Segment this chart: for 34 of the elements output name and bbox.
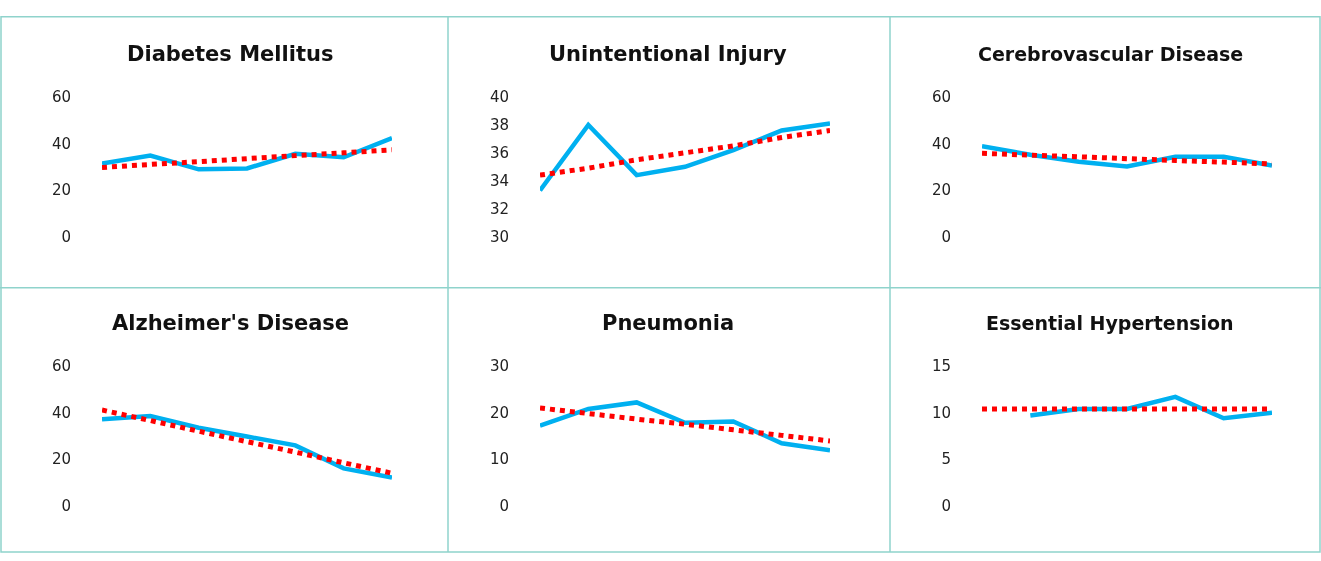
y-tick-label: 10 <box>931 403 951 422</box>
chart-title: Alzheimer's Disease <box>112 311 350 335</box>
chart-title: Diabetes Mellitus <box>127 42 334 66</box>
y-tick-label: 40 <box>931 134 951 153</box>
y-tick-label: 15 <box>931 357 951 376</box>
y-tick-label: 0 <box>499 496 509 515</box>
chart-title: Essential Hypertension <box>986 312 1234 334</box>
chart-title: Pneumonia <box>602 311 735 335</box>
y-tick-label: 0 <box>61 496 71 515</box>
y-tick-label: 60 <box>931 88 951 107</box>
line-series <box>540 121 830 193</box>
chart-title: Unintentional Injury <box>549 42 787 66</box>
y-tick-label: 10 <box>489 450 509 469</box>
y-tick-label: 20 <box>931 181 951 200</box>
y-tick-label: 30 <box>489 357 509 376</box>
y-tick-label: 5 <box>941 450 951 469</box>
y-tick-label: 20 <box>51 181 71 200</box>
y-tick-label: 60 <box>51 88 71 107</box>
y-tick-label: 34 <box>489 171 509 190</box>
y-tick-label: 0 <box>61 227 71 246</box>
y-tick-label: 38 <box>489 116 509 135</box>
y-tick-label: 20 <box>51 450 71 469</box>
y-tick-label: 40 <box>489 88 509 107</box>
y-tick-label: 0 <box>941 496 951 515</box>
y-tick-label: 40 <box>51 134 71 153</box>
y-tick-label: 40 <box>51 403 71 422</box>
chart-title: Cerebrovascular Disease <box>978 43 1244 65</box>
y-tick-label: 32 <box>489 199 509 218</box>
y-tick-label: 30 <box>489 227 509 246</box>
y-tick-label: 60 <box>51 357 71 376</box>
y-tick-label: 0 <box>941 227 951 246</box>
y-tick-label: 20 <box>489 403 509 422</box>
y-tick-label: 36 <box>489 144 509 163</box>
line-series <box>540 400 830 453</box>
